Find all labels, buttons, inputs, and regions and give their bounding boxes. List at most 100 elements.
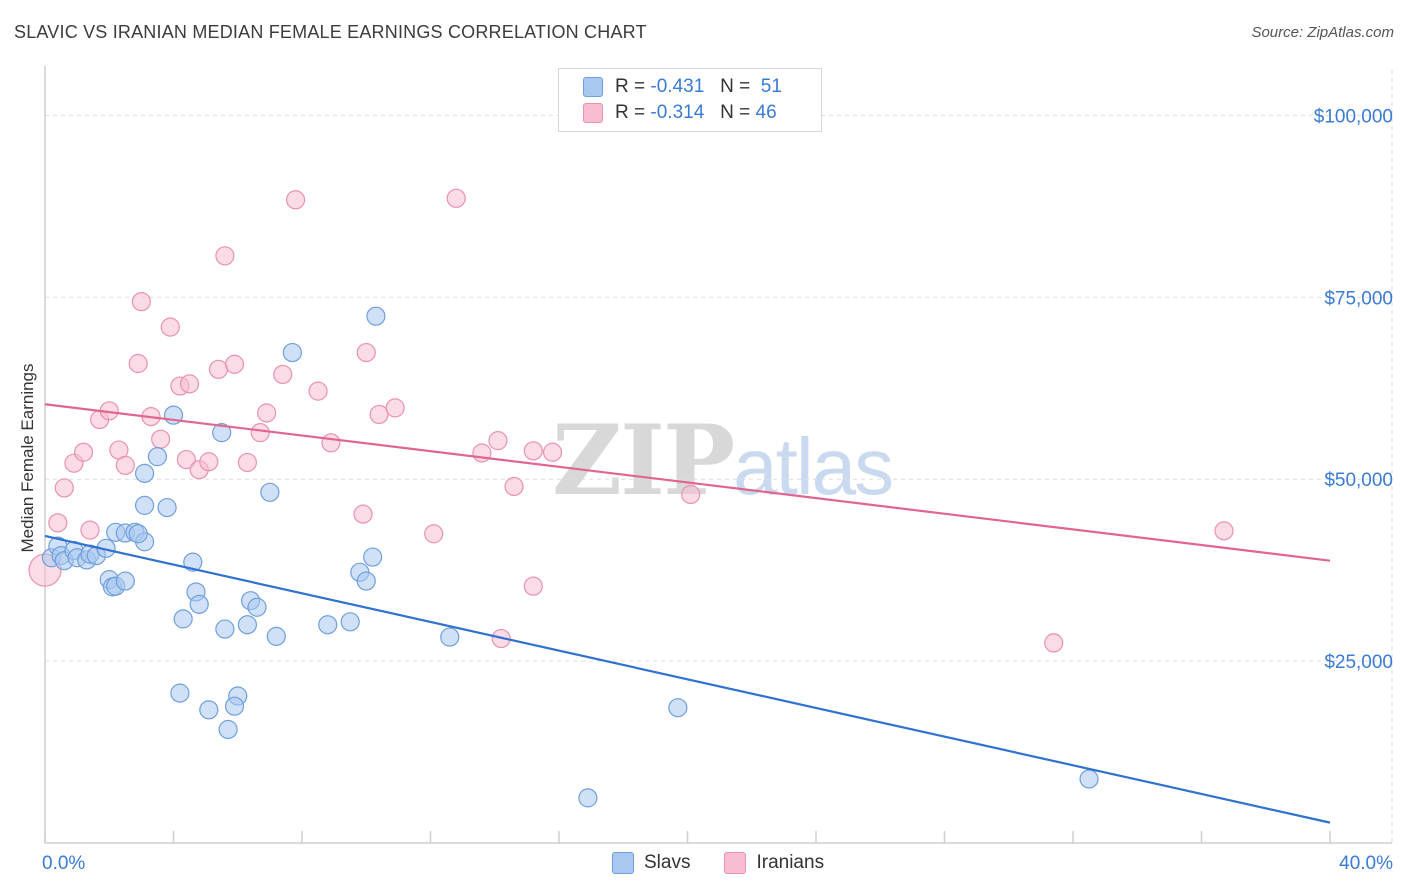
series-legend: Slavs Iranians bbox=[612, 852, 858, 874]
iranians-point bbox=[176, 449, 196, 470]
slavs-point bbox=[282, 342, 302, 363]
n-value: 46 bbox=[755, 102, 777, 123]
iranians-point bbox=[542, 442, 563, 462]
slavs-swatch bbox=[583, 77, 603, 97]
slavs-point bbox=[366, 306, 386, 326]
iranians-point bbox=[369, 404, 389, 425]
iranians-swatch bbox=[583, 103, 603, 123]
n-label: N = bbox=[720, 102, 751, 123]
iranians-point bbox=[48, 513, 68, 533]
legend-row-iranians: R = -0.314 N = 46 bbox=[583, 100, 777, 126]
iranians-point bbox=[115, 455, 135, 475]
correlation-legend: R = -0.431 N = 51 R = -0.314 N = 46 bbox=[558, 68, 822, 132]
iranians-point bbox=[237, 452, 257, 473]
slavs-point bbox=[318, 615, 338, 635]
axis-labels: $25,000 $50,000 $75,000 $100,000 0.0% 40.0% Me… bbox=[18, 106, 1393, 874]
iranians-point bbox=[504, 476, 524, 497]
slavs-point bbox=[440, 627, 460, 647]
iranians-point bbox=[73, 442, 94, 462]
iranians-swatch bbox=[724, 852, 747, 874]
y-axis-label: Median Female Earnings bbox=[18, 364, 37, 553]
chart-title: SLAVIC VS IRANIAN MEDIAN FEMALE EARNINGS… bbox=[14, 22, 647, 42]
slavs-trend-line bbox=[44, 534, 1331, 824]
iranians-point bbox=[250, 423, 270, 443]
iranians-point bbox=[1044, 633, 1064, 653]
iranians-point bbox=[321, 433, 341, 453]
iranians-point bbox=[424, 524, 444, 544]
slavs-point bbox=[199, 700, 219, 720]
x-tick-label: 40.0% bbox=[1339, 853, 1393, 874]
iranians-point bbox=[1214, 521, 1234, 541]
slavs-point bbox=[340, 612, 360, 632]
slavs-point bbox=[173, 609, 193, 629]
iranians-point bbox=[356, 342, 376, 363]
iranians-point bbox=[385, 398, 405, 418]
iranians-point bbox=[308, 381, 328, 401]
n-label: N = bbox=[720, 76, 751, 97]
y-tick-label: $75,000 bbox=[1324, 288, 1393, 309]
slavs-point bbox=[183, 552, 203, 572]
y-tick-label: $50,000 bbox=[1324, 470, 1393, 491]
slavs-point bbox=[147, 447, 168, 467]
iranians-point bbox=[80, 520, 100, 540]
r-label: R = bbox=[615, 76, 646, 97]
slavs-point bbox=[363, 547, 383, 567]
iranians-points bbox=[28, 188, 1234, 653]
iranians-point bbox=[151, 429, 171, 449]
iranians-point bbox=[273, 364, 293, 385]
iranians-point bbox=[199, 452, 219, 472]
slavs-point bbox=[157, 497, 177, 518]
legend-item-iranians[interactable]: Iranians bbox=[724, 852, 824, 874]
slavs-point bbox=[237, 615, 257, 635]
slavs-point bbox=[215, 619, 235, 639]
slavs-point bbox=[668, 698, 688, 718]
y-tick-label: $100,000 bbox=[1314, 106, 1393, 127]
iranians-point bbox=[446, 188, 466, 208]
slavs-point bbox=[115, 571, 135, 591]
r-value: -0.431 bbox=[650, 76, 705, 97]
iranians-trend-line bbox=[44, 403, 1331, 562]
slavs-point bbox=[128, 524, 148, 544]
slavs-point bbox=[266, 626, 286, 646]
iranians-point bbox=[179, 374, 200, 394]
r-value: -0.314 bbox=[650, 102, 705, 123]
slavs-point bbox=[224, 696, 245, 716]
iranians-point bbox=[208, 359, 229, 379]
legend-label-iranians: Iranians bbox=[756, 852, 825, 873]
n-value: 51 bbox=[760, 76, 782, 97]
iranians-point bbox=[215, 246, 235, 266]
iranians-point bbox=[285, 190, 306, 210]
slavs-point bbox=[189, 594, 209, 614]
iranians-point bbox=[353, 504, 373, 524]
axes bbox=[44, 66, 1392, 844]
x-tick-label: 0.0% bbox=[42, 853, 85, 874]
slavs-point bbox=[1079, 769, 1099, 789]
iranians-point bbox=[224, 354, 245, 374]
slavs-point bbox=[134, 495, 155, 515]
r-label: R = bbox=[615, 102, 646, 123]
watermark-atlas: atlas bbox=[733, 422, 894, 511]
iranians-point bbox=[160, 317, 180, 337]
slavs-point bbox=[260, 482, 280, 502]
y-tick-label: $25,000 bbox=[1324, 652, 1393, 673]
iranians-point bbox=[128, 353, 148, 374]
legend-label-slavs: Slavs bbox=[644, 852, 691, 873]
slavs-points bbox=[41, 306, 1099, 808]
iranians-point bbox=[131, 292, 151, 312]
slavs-point bbox=[247, 597, 267, 617]
slavs-point bbox=[212, 423, 232, 443]
legend-item-slavs[interactable]: Slavs bbox=[612, 852, 690, 874]
slavs-point bbox=[134, 463, 155, 483]
watermark: ZIPatlas bbox=[552, 404, 894, 517]
iranians-point bbox=[488, 431, 508, 451]
watermark-zip: ZIP bbox=[552, 404, 735, 517]
iranians-point bbox=[681, 484, 701, 505]
trend-lines bbox=[44, 403, 1331, 824]
iranians-point bbox=[54, 478, 74, 498]
slavs-point bbox=[170, 683, 190, 703]
slavs-swatch bbox=[612, 852, 634, 874]
source-label: Source: ZipAtlas.com bbox=[1251, 24, 1394, 41]
slavs-point bbox=[578, 788, 598, 808]
slavs-point bbox=[356, 571, 376, 591]
